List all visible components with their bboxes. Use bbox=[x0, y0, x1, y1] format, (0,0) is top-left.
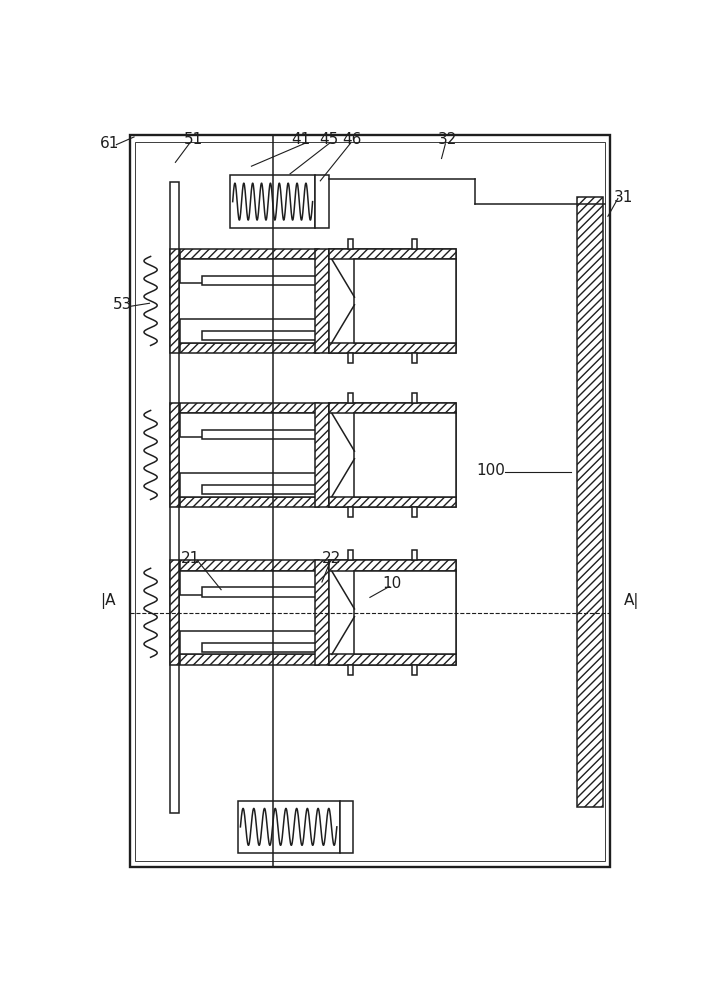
Bar bbox=[180, 403, 319, 413]
Bar bbox=[180, 259, 319, 283]
Bar bbox=[171, 182, 179, 813]
Bar bbox=[329, 560, 456, 665]
Bar bbox=[315, 403, 329, 507]
Bar bbox=[134, 142, 605, 861]
Bar bbox=[202, 485, 330, 494]
Bar bbox=[237, 801, 340, 853]
Bar bbox=[348, 507, 353, 517]
Bar bbox=[348, 665, 353, 675]
Bar bbox=[316, 175, 329, 228]
Bar bbox=[348, 393, 353, 403]
Text: 32: 32 bbox=[437, 132, 456, 147]
Bar bbox=[329, 249, 456, 353]
Bar bbox=[329, 343, 456, 353]
Bar bbox=[348, 353, 353, 363]
Bar bbox=[348, 239, 353, 249]
Bar bbox=[329, 560, 456, 571]
Bar bbox=[348, 550, 353, 560]
Bar bbox=[180, 571, 319, 595]
Bar bbox=[412, 550, 417, 560]
Text: 100: 100 bbox=[476, 463, 506, 478]
Bar bbox=[171, 249, 179, 353]
Text: A|: A| bbox=[624, 593, 639, 609]
Bar bbox=[315, 249, 329, 353]
Bar bbox=[340, 801, 353, 853]
Bar bbox=[130, 135, 609, 867]
Bar bbox=[202, 276, 330, 285]
Text: 21: 21 bbox=[181, 551, 201, 566]
Bar bbox=[412, 507, 417, 517]
Text: 45: 45 bbox=[319, 132, 338, 147]
Text: 51: 51 bbox=[184, 132, 203, 147]
Bar bbox=[171, 560, 179, 665]
Bar bbox=[329, 654, 456, 665]
Bar bbox=[180, 473, 319, 497]
Bar bbox=[412, 239, 417, 249]
Bar bbox=[202, 643, 330, 652]
Bar bbox=[315, 560, 329, 665]
Bar bbox=[180, 497, 319, 507]
Bar bbox=[202, 587, 330, 597]
Bar bbox=[180, 654, 319, 665]
Text: 10: 10 bbox=[383, 576, 402, 591]
Bar bbox=[329, 403, 456, 413]
Text: 31: 31 bbox=[614, 190, 633, 205]
Bar bbox=[577, 197, 603, 807]
Bar bbox=[180, 631, 319, 654]
Bar bbox=[171, 403, 179, 507]
Bar bbox=[355, 413, 456, 497]
Bar bbox=[180, 249, 319, 259]
Bar bbox=[180, 560, 319, 571]
Bar bbox=[180, 413, 319, 437]
Text: |A: |A bbox=[100, 593, 116, 609]
Text: 22: 22 bbox=[321, 551, 341, 566]
Bar bbox=[202, 430, 330, 439]
Text: 53: 53 bbox=[113, 297, 133, 312]
Bar bbox=[355, 571, 456, 654]
Bar bbox=[180, 319, 319, 343]
Bar bbox=[329, 497, 456, 507]
Text: 46: 46 bbox=[343, 132, 362, 147]
Bar bbox=[412, 665, 417, 675]
Bar bbox=[329, 403, 456, 507]
Bar bbox=[412, 393, 417, 403]
Text: 61: 61 bbox=[100, 136, 119, 151]
Bar bbox=[202, 331, 330, 340]
Bar bbox=[230, 175, 316, 228]
Bar bbox=[355, 259, 456, 343]
Bar bbox=[329, 249, 456, 259]
Bar bbox=[180, 343, 319, 353]
Bar bbox=[412, 353, 417, 363]
Text: 41: 41 bbox=[292, 132, 311, 147]
